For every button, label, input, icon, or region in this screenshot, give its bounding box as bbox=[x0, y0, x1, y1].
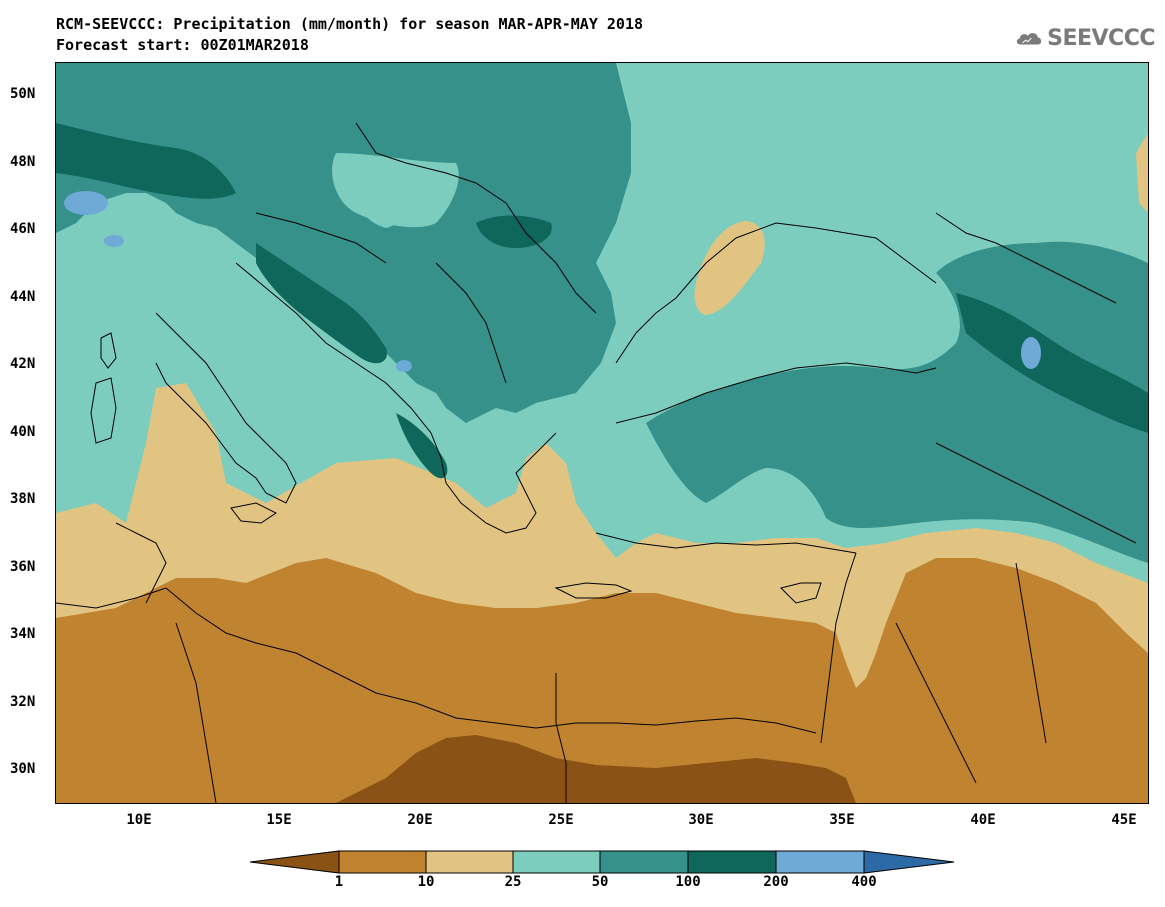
lat-label-48n: 48N bbox=[10, 154, 36, 170]
region-teal-europe bbox=[56, 63, 631, 423]
legend-swatch-above-400 bbox=[863, 850, 955, 874]
legend-swatch-10-25 bbox=[425, 850, 514, 874]
lon-label-20e: 20E bbox=[407, 812, 433, 828]
legend-label-200: 200 bbox=[763, 874, 789, 890]
lon-label-30e: 30E bbox=[688, 812, 714, 828]
region-dark-teal-5 bbox=[396, 413, 448, 479]
region-dry-east bbox=[1136, 133, 1148, 213]
lat-label-50n: 50N bbox=[10, 86, 36, 102]
lon-label-40e: 40E bbox=[970, 812, 996, 828]
region-desert bbox=[56, 558, 1148, 803]
coastline-turkey-south bbox=[595, 532, 857, 554]
color-legend bbox=[250, 850, 955, 874]
border-line-8 bbox=[1015, 562, 1047, 744]
seevccc-logo: SEEVCCC bbox=[1015, 20, 1155, 56]
coastline-levant bbox=[820, 552, 857, 744]
legend-swatch-100-200 bbox=[687, 850, 777, 874]
region-dark-teal-1 bbox=[56, 123, 236, 199]
legend-label-25: 25 bbox=[504, 874, 522, 890]
border-line-7 bbox=[895, 622, 977, 784]
coastline-black-sea-north bbox=[615, 222, 937, 364]
region-dark-teal-2 bbox=[256, 243, 387, 364]
region-desert-dark bbox=[336, 735, 856, 803]
lat-label-30n: 30N bbox=[10, 761, 36, 777]
coastline-cyprus bbox=[780, 582, 822, 604]
region-light-teal-alps-south bbox=[206, 278, 331, 454]
coastline-corsica bbox=[100, 332, 117, 369]
coastline-turkey-north bbox=[615, 362, 937, 424]
lat-label-34n: 34N bbox=[10, 626, 36, 642]
map-outlines bbox=[56, 122, 1137, 803]
logo-text: SEEVCCC bbox=[1047, 25, 1155, 51]
legend-swatch-25-50 bbox=[512, 850, 601, 874]
region-dark-teal-4 bbox=[956, 293, 1148, 433]
lon-label-45e: 45E bbox=[1111, 812, 1137, 828]
title-line-2: Forecast start: 00Z01MAR2018 bbox=[56, 36, 309, 54]
coastline-sicily bbox=[230, 502, 277, 524]
border-line-1 bbox=[355, 122, 507, 204]
coastline-italy bbox=[155, 312, 297, 504]
lat-label-32n: 32N bbox=[10, 694, 36, 710]
legend-label-10: 10 bbox=[417, 874, 435, 890]
legend-label-1: 1 bbox=[334, 874, 344, 890]
lat-label-42n: 42N bbox=[10, 356, 36, 372]
region-blue-caucasus bbox=[1021, 337, 1041, 369]
lat-label-38n: 38N bbox=[10, 491, 36, 507]
legend-swatch-1-10 bbox=[338, 850, 427, 874]
coastline-crete bbox=[554, 582, 633, 599]
legend-label-50: 50 bbox=[591, 874, 609, 890]
coastline-sardinia bbox=[90, 377, 117, 444]
border-line-2 bbox=[505, 202, 597, 314]
lat-label-36n: 36N bbox=[10, 559, 36, 575]
coastline-greece bbox=[445, 432, 557, 534]
lat-label-44n: 44N bbox=[10, 289, 36, 305]
title-line-1: RCM-SEEVCCC: Precipitation (mm/month) fo… bbox=[56, 15, 643, 33]
region-blue-alps-2 bbox=[104, 235, 124, 247]
border-line-4 bbox=[255, 212, 387, 264]
lon-label-15e: 15E bbox=[266, 812, 292, 828]
border-line-10 bbox=[175, 622, 217, 803]
lat-label-46n: 46N bbox=[10, 221, 36, 237]
lon-label-10e: 10E bbox=[126, 812, 152, 828]
map-title: RCM-SEEVCCC: Precipitation (mm/month) fo… bbox=[56, 14, 643, 56]
coastline-tunisia bbox=[115, 522, 167, 604]
border-line-3 bbox=[435, 262, 507, 384]
legend-label-100: 100 bbox=[675, 874, 701, 890]
legend-swatch-50-100 bbox=[599, 850, 689, 874]
lon-label-35e: 35E bbox=[829, 812, 855, 828]
coastline-north-africa bbox=[56, 587, 817, 734]
region-light-teal-slovakia bbox=[355, 175, 417, 228]
lon-label-25e: 25E bbox=[548, 812, 574, 828]
border-line-5 bbox=[935, 212, 1117, 304]
border-line-6 bbox=[935, 442, 1137, 544]
lat-label-40n: 40N bbox=[10, 424, 36, 440]
cloud-logo-icon bbox=[1016, 33, 1042, 45]
region-blue-alps bbox=[64, 191, 108, 215]
legend-swatch-below-1 bbox=[250, 850, 340, 874]
map-canvas bbox=[56, 63, 1148, 803]
border-line-9 bbox=[555, 673, 567, 803]
region-blue-montenegro bbox=[396, 360, 412, 372]
legend-label-400: 400 bbox=[851, 874, 877, 890]
legend-swatch-200-400 bbox=[775, 850, 865, 874]
region-dry-black-sea bbox=[694, 221, 765, 315]
precipitation-map bbox=[55, 62, 1149, 804]
coastline-adriatic-east bbox=[235, 262, 447, 484]
